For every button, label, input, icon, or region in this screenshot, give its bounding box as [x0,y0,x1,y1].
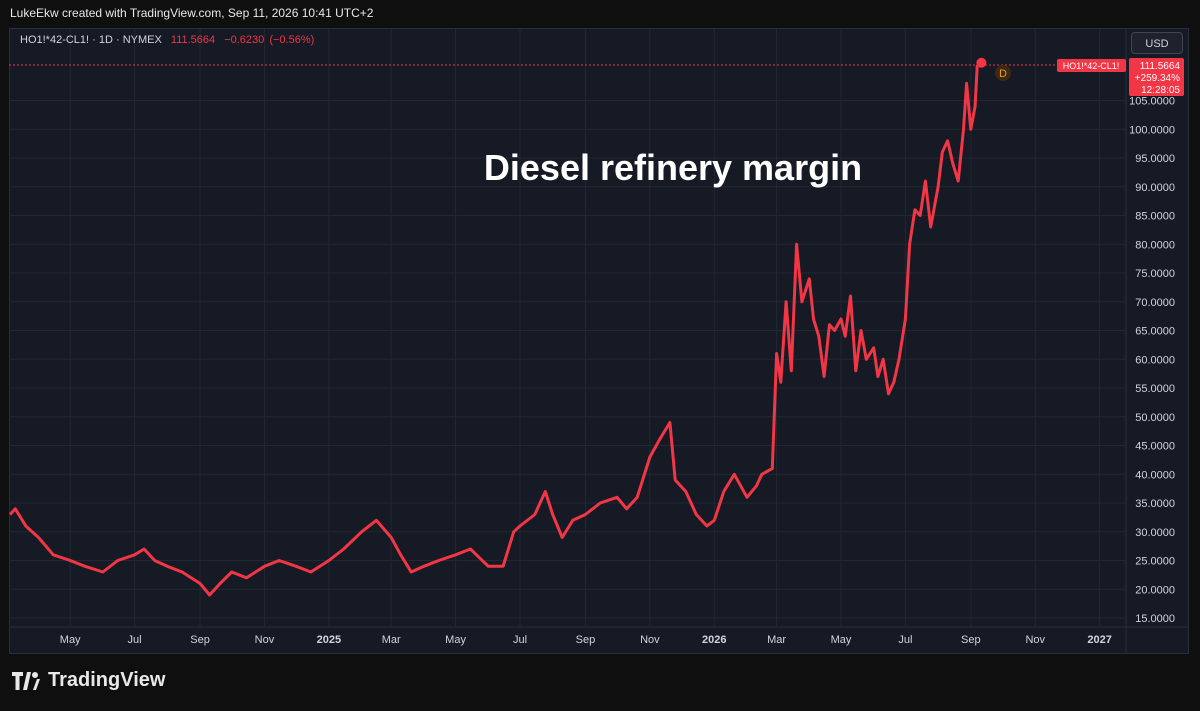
price-tick-label: 95.0000 [1135,153,1175,165]
price-tick-label: 90.0000 [1135,182,1175,194]
price-tick-label: 85.0000 [1135,211,1175,223]
price-tick-label: 80.0000 [1135,239,1175,251]
time-tick-label: May [445,634,466,646]
chart-panel[interactable] [9,28,1189,654]
price-tick-label: 15.0000 [1135,613,1175,625]
price-tick-label: 35.0000 [1135,498,1175,510]
tradingview-logo[interactable]: TradingView [12,669,165,692]
chart-title: Diesel refinery margin [484,147,862,188]
time-tick-label: May [831,634,852,646]
time-tick-label: Jul [128,634,142,646]
price-tick-label: 60.0000 [1135,354,1175,366]
tradingview-logo-icon [12,671,40,690]
last-price-dot [976,57,987,68]
time-tick-label: 2027 [1087,634,1111,646]
time-tick-label: Sep [961,634,981,646]
price-tick-label: 30.0000 [1135,527,1175,539]
time-tick-label: Nov [255,634,275,646]
legend-change: −0.6230 [224,34,265,46]
brand-name: TradingView [48,669,166,691]
price-tick-label: 70.0000 [1135,297,1175,309]
symbol-info: HO1!*42-CL1! · 1D · NYMEX [20,34,162,46]
time-tick-label: Jul [898,634,912,646]
time-tick-label: Jul [513,634,527,646]
legend-last-value: 111.5664 [170,34,216,46]
time-axis: May Jul Sep Nov 2025 Mar May Jul Sep Nov 2026 Mar Ma… [60,634,1112,646]
symbol-tag-label: HO1!*42-CL1! [1063,61,1120,71]
currency-button[interactable]: USD [1131,32,1183,54]
time-tick-label: May [60,634,81,646]
symbol-legend[interactable]: HO1!*42-CL1! · 1D · NYMEX 111.5664 −0.62… [20,34,314,46]
bar-countdown: 12:28:05 [1141,85,1180,96]
time-tick-label: Nov [1025,634,1045,646]
last-price-value: 111.5664 [1140,61,1181,72]
price-tick-label: 65.0000 [1135,326,1175,338]
price-tick-label: 50.0000 [1135,412,1175,424]
price-tick-label: 40.0000 [1135,469,1175,481]
time-tick-label: Sep [190,634,210,646]
time-tick-label: Nov [640,634,660,646]
symbol-price-tag [1057,59,1126,72]
time-tick-label: 2026 [702,634,726,646]
price-axis: 15.0000 20.0000 25.0000 30.0000 35.0000 40.00… [1129,96,1175,626]
price-tick-label: 20.0000 [1135,584,1175,596]
price-tick-label: 75.0000 [1135,268,1175,280]
interval-marker[interactable]: D [999,68,1007,80]
series-line [8,61,983,597]
price-tick-label: 100.0000 [1129,124,1175,136]
time-tick-label: Mar [382,634,401,646]
legend-change-pct: (−0.56%) [269,34,315,46]
grid-lines [10,29,1125,626]
last-price-tag [1129,58,1184,96]
last-price-pct: +259.34% [1135,73,1180,84]
price-tick-label: 55.0000 [1135,383,1175,395]
attribution-text: LukeEkw created with TradingView.com, Se… [10,6,374,20]
price-tick-label: 105.0000 [1129,96,1175,108]
price-tick-label: 25.0000 [1135,556,1175,568]
price-tick-label: 45.0000 [1135,441,1175,453]
dividend-marker [995,65,1011,81]
time-tick-label: Sep [576,634,596,646]
time-tick-label: Mar [767,634,786,646]
time-tick-label: 2025 [317,634,341,646]
